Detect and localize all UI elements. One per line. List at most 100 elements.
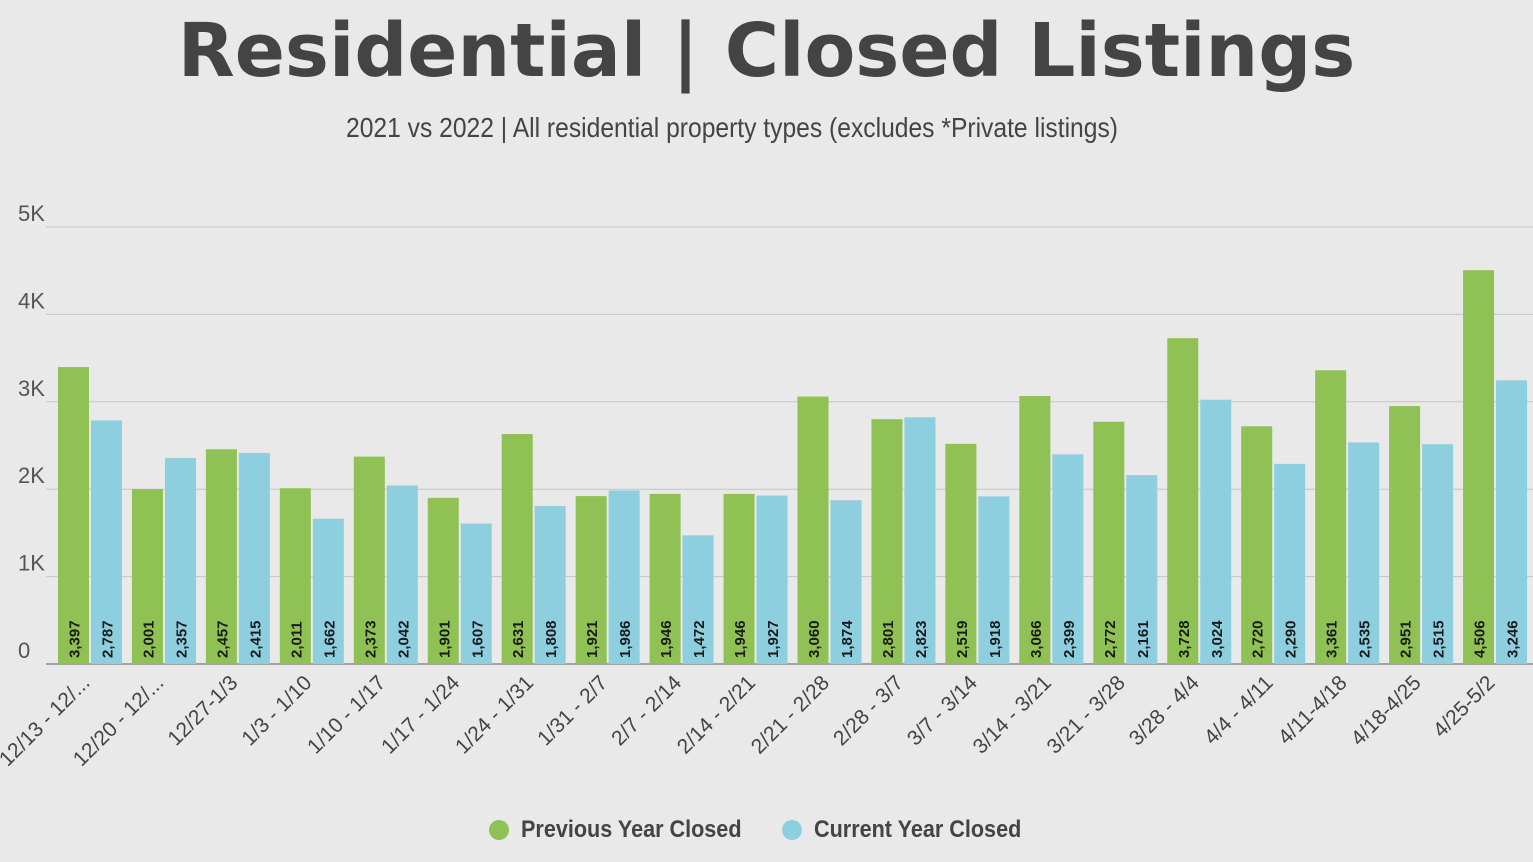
bar-current-year — [1348, 442, 1380, 664]
y-tick-label: 5K — [18, 201, 45, 226]
bar-value-label: 1,607 — [469, 620, 486, 658]
bar-current-year — [312, 518, 344, 664]
bar-value-label: 1,901 — [436, 620, 453, 658]
x-tick-label: 2/21 - 2/28 — [747, 671, 834, 758]
bar-previous-year — [649, 493, 681, 664]
x-tick-label: 1/24 - 1/31 — [451, 671, 538, 758]
bar-previous-year — [1389, 406, 1421, 664]
x-tick-label: 4/4 - 4/11 — [1200, 671, 1278, 749]
x-tick-label: 2/14 - 2/21 — [673, 671, 760, 758]
x-tick-label: 4/18-4/25 — [1347, 671, 1426, 750]
bar-value-label: 2,535 — [1357, 620, 1374, 658]
bar-value-label: 3,060 — [806, 620, 823, 658]
bar-value-label: 3,361 — [1324, 620, 1341, 658]
bar-value-label: 1,927 — [765, 620, 782, 658]
x-tick-label: 4/25-5/2 — [1429, 671, 1500, 742]
bar-value-label: 2,415 — [247, 620, 264, 658]
bar-value-label: 2,951 — [1398, 620, 1415, 658]
bar-value-label: 3,728 — [1176, 620, 1193, 658]
x-tick-label: 12/27-1/3 — [163, 671, 242, 750]
bar-value-label: 1,472 — [691, 620, 708, 658]
legend-label-current-year: Current Year Closed — [813, 816, 1022, 843]
legend-label-previous-year: Previous Year Closed — [520, 816, 742, 843]
bar-value-label: 1,874 — [839, 620, 856, 658]
bar-previous-year — [1019, 396, 1051, 664]
legend-item-current-year[interactable]: Current Year Closed — [781, 816, 1044, 844]
bar-current-year — [1496, 380, 1528, 664]
legend-swatch-previous-year — [488, 820, 509, 840]
bar-current-year — [1052, 454, 1084, 664]
bar-value-label: 1,808 — [543, 620, 560, 658]
y-tick-label: 1K — [18, 551, 45, 576]
bar-previous-year — [945, 443, 977, 664]
x-tick-label: 3/28 - 4/4 — [1125, 671, 1204, 750]
bar-previous-year — [353, 456, 385, 664]
x-tick-label: 3/7 - 3/14 — [903, 671, 982, 750]
bar-current-year — [904, 417, 936, 664]
legend-item-previous-year[interactable]: Previous Year Closed — [488, 816, 766, 844]
bar-value-label: 2,787 — [100, 620, 117, 658]
x-tick-label: 1/31 - 2/7 — [533, 671, 612, 750]
bar-previous-year — [1241, 426, 1273, 664]
bar-current-year — [608, 490, 640, 664]
bar-value-label: 2,631 — [510, 620, 527, 658]
bar-current-year — [91, 420, 122, 664]
bar-current-year — [460, 523, 492, 664]
bar-value-label: 2,399 — [1061, 620, 1078, 658]
x-tick-label: 2/7 - 2/14 — [607, 671, 686, 750]
bar-previous-year — [427, 497, 459, 664]
bar-previous-year — [131, 489, 163, 664]
bar-current-year — [164, 457, 196, 664]
y-tick-label: 0 — [18, 638, 30, 663]
bar-value-label: 3,397 — [67, 620, 84, 658]
bar-current-year — [682, 535, 714, 664]
bar-current-year — [978, 496, 1010, 664]
bar-value-label: 4,506 — [1472, 620, 1489, 658]
bar-previous-year — [501, 434, 533, 664]
bar-current-year — [1126, 475, 1158, 664]
bar-value-label: 1,986 — [617, 620, 634, 658]
bar-current-year — [1200, 399, 1232, 664]
bar-current-year — [830, 500, 862, 664]
bar-value-label: 2,801 — [880, 620, 897, 658]
bar-previous-year — [279, 488, 311, 664]
bar-value-label: 2,373 — [362, 620, 379, 658]
bar-current-year — [1422, 444, 1454, 664]
x-tick-label: 1/17 - 1/24 — [377, 671, 464, 758]
legend-swatch-current-year — [781, 820, 802, 840]
bar-value-label: 2,357 — [173, 620, 190, 658]
chart-title: Residential | Closed Listings — [177, 8, 1356, 94]
bar-previous-year — [1463, 270, 1495, 664]
chart-subtitle: 2021 vs 2022 | All residential property … — [345, 112, 1119, 143]
bar-current-year — [534, 505, 566, 664]
x-tick-label: 1/3 - 1/10 — [237, 671, 316, 750]
bar-previous-year — [575, 496, 607, 664]
bar-value-label: 1,946 — [732, 620, 749, 658]
x-tick-label: 3/14 - 3/21 — [969, 671, 1056, 758]
y-tick-label: 4K — [18, 288, 45, 313]
bar-value-label: 2,823 — [913, 620, 930, 658]
bar-value-label: 2,772 — [1102, 620, 1119, 658]
bar-value-label: 1,921 — [584, 620, 601, 658]
bar-value-label: 1,918 — [987, 620, 1004, 658]
bar-value-label: 2,720 — [1250, 620, 1267, 658]
bar-value-label: 3,024 — [1209, 620, 1226, 658]
x-tick-label: 2/28 - 3/7 — [829, 671, 908, 750]
y-tick-label: 3K — [18, 376, 45, 401]
bar-value-label: 1,946 — [658, 620, 675, 658]
bar-previous-year — [205, 449, 237, 664]
x-tick-label: 4/11-4/18 — [1274, 671, 1352, 749]
bar-previous-year — [1093, 421, 1125, 664]
bar-current-year — [238, 452, 270, 664]
bar-value-label: 2,457 — [214, 620, 231, 658]
bar-value-label: 2,011 — [288, 621, 305, 658]
bar-current-year — [756, 495, 788, 664]
bar-previous-year — [1315, 370, 1347, 664]
bar-value-label: 2,161 — [1135, 620, 1152, 658]
bar-previous-year — [797, 396, 829, 664]
bar-value-label: 1,662 — [321, 620, 338, 658]
bar-previous-year — [1167, 338, 1199, 664]
x-tick-label: 1/10 - 1/17 — [303, 671, 390, 758]
bar-value-label: 2,001 — [140, 620, 157, 658]
